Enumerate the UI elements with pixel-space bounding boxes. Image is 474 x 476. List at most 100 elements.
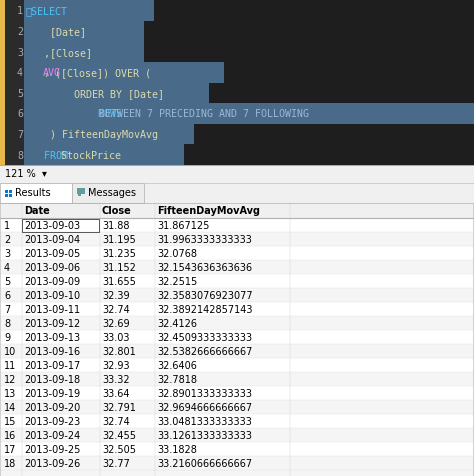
Text: 32.3583076923077: 32.3583076923077 — [157, 291, 253, 301]
Text: 2013-09-16: 2013-09-16 — [24, 347, 80, 357]
Text: 31.152: 31.152 — [102, 263, 136, 273]
Text: 32.74: 32.74 — [102, 305, 130, 315]
Bar — [0, 302, 474, 316]
Text: 2013-09-26: 2013-09-26 — [24, 459, 80, 469]
Text: 32.3892142857143: 32.3892142857143 — [157, 305, 253, 315]
Text: 2013-09-09: 2013-09-09 — [24, 277, 80, 287]
Text: 1: 1 — [17, 6, 23, 16]
Text: 121 %  ▾: 121 % ▾ — [5, 169, 47, 179]
Text: FROM: FROM — [26, 151, 68, 161]
Text: Results: Results — [15, 188, 51, 198]
Text: Date: Date — [24, 206, 50, 216]
Text: 32.8901333333333: 32.8901333333333 — [157, 389, 252, 399]
Text: 2013-09-25: 2013-09-25 — [24, 445, 81, 455]
Text: 32.93: 32.93 — [102, 361, 129, 371]
Text: 32.4126: 32.4126 — [157, 319, 197, 329]
Text: [Date]: [Date] — [26, 27, 86, 37]
Text: 4: 4 — [17, 68, 23, 78]
Text: FifteenDayMovAvg: FifteenDayMovAvg — [157, 206, 260, 216]
Text: ORDER BY [Date]: ORDER BY [Date] — [26, 89, 164, 99]
Text: 31.235: 31.235 — [102, 248, 136, 258]
Text: 32.2515: 32.2515 — [157, 277, 197, 287]
Bar — [0, 203, 474, 218]
Text: 32.77: 32.77 — [102, 459, 130, 469]
Text: ([Close]) OVER (: ([Close]) OVER ( — [55, 68, 151, 78]
Text: 2013-09-17: 2013-09-17 — [24, 361, 80, 371]
Text: 4: 4 — [4, 263, 10, 273]
Bar — [24, 124, 194, 144]
Text: 31.655: 31.655 — [102, 277, 136, 287]
Text: 32.505: 32.505 — [102, 445, 136, 455]
Text: 2013-09-18: 2013-09-18 — [24, 375, 80, 385]
Bar — [5, 194, 8, 197]
Bar — [24, 103, 474, 124]
Text: 11: 11 — [4, 361, 16, 371]
Text: 33.1828: 33.1828 — [157, 445, 197, 455]
Bar — [24, 20, 144, 41]
Text: 33.32: 33.32 — [102, 375, 129, 385]
Text: 8: 8 — [17, 151, 23, 161]
Bar — [72, 183, 144, 203]
Bar — [78, 194, 81, 196]
Text: 2013-09-11: 2013-09-11 — [24, 305, 80, 315]
Text: ROWS: ROWS — [26, 109, 122, 119]
Text: 32.5382666666667: 32.5382666666667 — [157, 347, 252, 357]
Bar — [24, 0, 154, 20]
Text: 33.03: 33.03 — [102, 333, 129, 343]
Text: 31.195: 31.195 — [102, 235, 136, 245]
Bar — [0, 183, 474, 203]
Text: ) FifteenDayMovAvg: ) FifteenDayMovAvg — [26, 130, 158, 140]
Text: 33.2160666666667: 33.2160666666667 — [157, 459, 252, 469]
Bar — [0, 316, 474, 330]
Bar — [0, 246, 474, 260]
Text: 32.74: 32.74 — [102, 416, 130, 426]
Text: StockPrice: StockPrice — [55, 151, 121, 161]
Text: ,: , — [26, 68, 50, 78]
Bar — [0, 232, 474, 246]
Text: 7: 7 — [4, 305, 10, 315]
Bar — [5, 0, 25, 165]
Bar — [0, 330, 474, 344]
Bar — [0, 344, 474, 358]
Text: 32.791: 32.791 — [102, 403, 136, 413]
Text: 6: 6 — [4, 291, 10, 301]
Text: 2: 2 — [4, 235, 10, 245]
Bar — [0, 288, 474, 302]
Text: 2013-09-20: 2013-09-20 — [24, 403, 80, 413]
Text: 2013-09-13: 2013-09-13 — [24, 333, 80, 343]
Text: 5: 5 — [17, 89, 23, 99]
Text: 17: 17 — [4, 445, 17, 455]
Text: 1: 1 — [4, 221, 10, 231]
Text: ,[Close]: ,[Close] — [26, 48, 92, 58]
Text: 2013-09-05: 2013-09-05 — [24, 248, 80, 258]
Text: 14: 14 — [4, 403, 16, 413]
Text: Close: Close — [102, 206, 132, 216]
Text: 13: 13 — [4, 389, 16, 399]
Text: 32.801: 32.801 — [102, 347, 136, 357]
Text: 2013-09-24: 2013-09-24 — [24, 431, 80, 441]
Text: 2013-09-23: 2013-09-23 — [24, 416, 80, 426]
Text: ⊹SELECT: ⊹SELECT — [26, 6, 68, 16]
Text: 15: 15 — [4, 416, 17, 426]
Text: 18: 18 — [4, 459, 16, 469]
Text: 2013-09-03: 2013-09-03 — [24, 221, 80, 231]
Text: 2013-09-10: 2013-09-10 — [24, 291, 80, 301]
Text: 32.4509333333333: 32.4509333333333 — [157, 333, 252, 343]
Text: 10: 10 — [4, 347, 16, 357]
Text: 31.88: 31.88 — [102, 221, 129, 231]
Text: 32.6406: 32.6406 — [157, 361, 197, 371]
Bar — [9, 190, 12, 193]
Text: 2013-09-04: 2013-09-04 — [24, 235, 80, 245]
Bar — [0, 274, 474, 288]
Bar — [24, 41, 144, 62]
Bar — [0, 442, 474, 456]
Text: 2: 2 — [17, 27, 23, 37]
Bar — [0, 183, 72, 203]
Bar — [5, 190, 8, 193]
Bar — [0, 0, 474, 165]
Bar — [0, 456, 474, 470]
Bar — [0, 372, 474, 386]
Text: Messages: Messages — [88, 188, 136, 198]
Text: 32.7818: 32.7818 — [157, 375, 197, 385]
Text: 32.455: 32.455 — [102, 431, 136, 441]
